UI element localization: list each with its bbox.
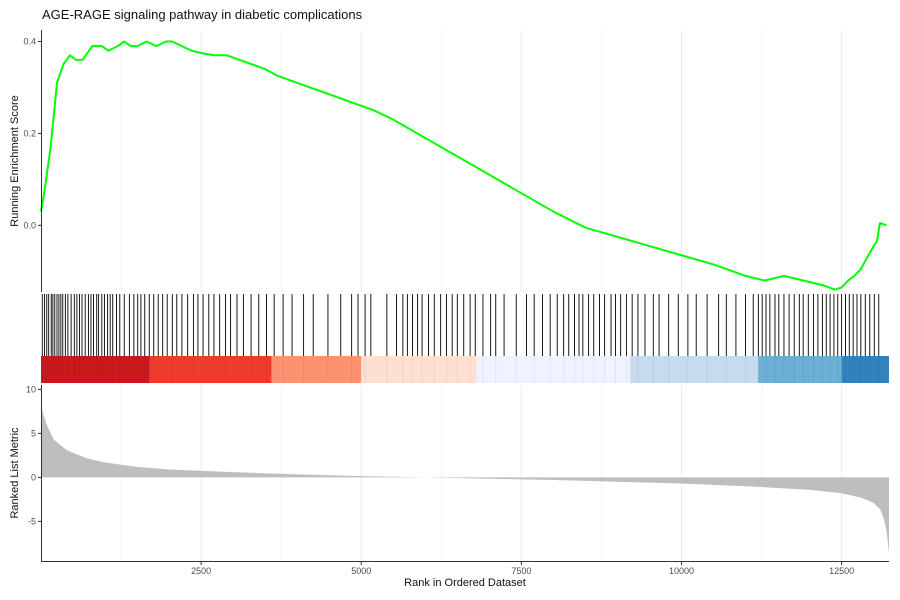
metric-y-tick-label: -5 xyxy=(28,516,36,526)
x-axis-label: Rank in Ordered Dataset xyxy=(404,577,526,589)
rank-color-bands xyxy=(41,356,889,383)
x-tick-label: 2500 xyxy=(191,566,211,576)
chart-title: AGE-RAGE signaling pathway in diabetic c… xyxy=(42,7,363,22)
rank-color-band xyxy=(758,356,842,383)
enrichment-score-series xyxy=(40,40,887,291)
tick-labels: 0.0 0.2 0.4 10 5 0 -5 2500 5000 7500 10000 12500 xyxy=(23,36,854,576)
x-tick-label: 5000 xyxy=(351,566,371,576)
ranked-metric-area xyxy=(41,402,889,554)
axes xyxy=(41,30,889,562)
gene-hit-ticks xyxy=(41,294,880,356)
es-y-tick-label: 0.0 xyxy=(23,220,36,230)
rank-color-band xyxy=(41,356,150,383)
metric-y-tick-label: 0 xyxy=(31,472,36,482)
enrichment-score-line xyxy=(40,40,887,291)
x-tick-label: 12500 xyxy=(829,566,854,576)
rank-color-band xyxy=(476,356,631,383)
es-y-tick-label: 0.4 xyxy=(23,36,36,46)
metric-y-tick-label: 10 xyxy=(26,384,36,394)
rank-color-band xyxy=(630,356,759,383)
rank-color-band xyxy=(271,356,362,383)
metric-y-tick-label: 5 xyxy=(31,428,36,438)
es-y-axis-label: Running Enrichment Score xyxy=(9,95,21,226)
x-tick-label: 10000 xyxy=(669,566,694,576)
ranked-metric-fill xyxy=(41,402,889,554)
rank-color-band xyxy=(841,356,889,383)
metric-y-axis-label: Ranked List Metric xyxy=(9,427,21,519)
rank-color-band xyxy=(361,356,477,383)
x-tick-label: 7500 xyxy=(511,566,531,576)
rank-color-band xyxy=(149,356,272,383)
es-y-tick-label: 0.2 xyxy=(23,128,36,138)
